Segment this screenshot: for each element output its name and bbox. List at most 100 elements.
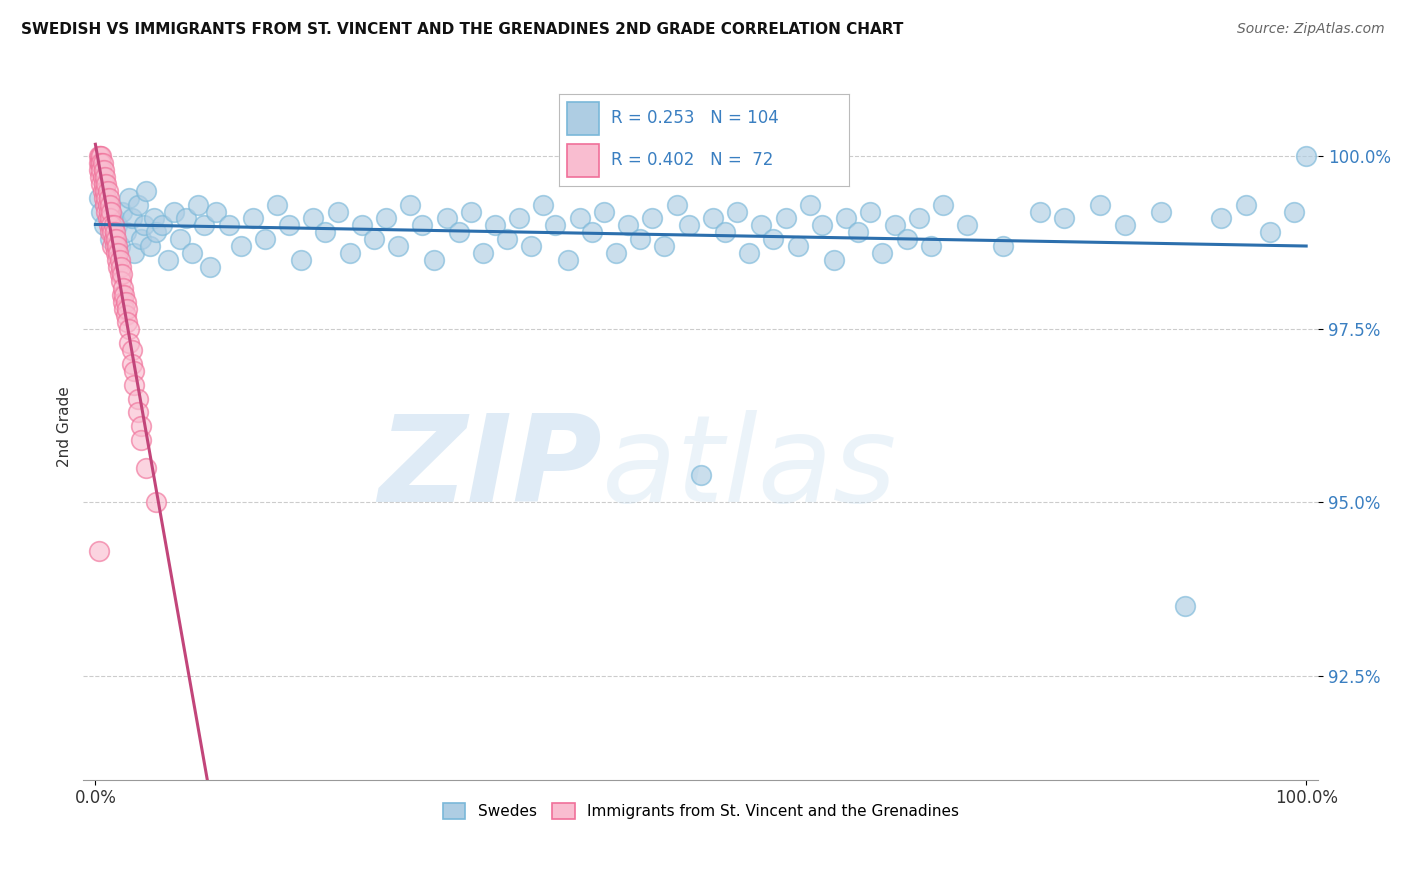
- Point: [1053, 211, 1076, 226]
- Point: [114, 287, 136, 301]
- Point: [1282, 204, 1305, 219]
- Point: [339, 246, 361, 260]
- Point: [98, 197, 121, 211]
- Point: [411, 219, 433, 233]
- Point: [114, 225, 136, 239]
- Point: [97, 204, 120, 219]
- Point: [326, 204, 349, 219]
- Point: [114, 294, 136, 309]
- Point: [108, 253, 131, 268]
- Point: [956, 219, 979, 233]
- Point: [799, 197, 821, 211]
- Point: [93, 163, 115, 178]
- Point: [87, 191, 110, 205]
- Point: [94, 197, 117, 211]
- Point: [786, 239, 808, 253]
- Point: [111, 204, 134, 219]
- Point: [104, 232, 127, 246]
- Point: [907, 211, 929, 226]
- Point: [557, 253, 579, 268]
- Point: [100, 219, 122, 233]
- Point: [135, 184, 157, 198]
- Point: [749, 219, 772, 233]
- Point: [114, 301, 136, 316]
- Point: [127, 392, 149, 406]
- Point: [163, 204, 186, 219]
- Point: [90, 177, 112, 191]
- Point: [1114, 219, 1136, 233]
- Point: [678, 219, 700, 233]
- Point: [131, 419, 153, 434]
- Point: [89, 149, 111, 163]
- Point: [762, 232, 785, 246]
- Point: [110, 260, 132, 274]
- Point: [665, 197, 688, 211]
- Point: [98, 225, 121, 239]
- Point: [105, 239, 128, 253]
- Point: [1174, 599, 1197, 614]
- Point: [98, 232, 121, 246]
- Point: [90, 149, 112, 163]
- Point: [98, 211, 121, 226]
- Point: [96, 197, 118, 211]
- Point: [93, 191, 115, 205]
- Point: [617, 219, 640, 233]
- Point: [110, 274, 132, 288]
- Point: [111, 287, 134, 301]
- Point: [115, 301, 138, 316]
- Point: [1150, 204, 1173, 219]
- Point: [363, 232, 385, 246]
- Point: [101, 239, 124, 253]
- Point: [544, 219, 567, 233]
- Point: [108, 267, 131, 281]
- Point: [108, 239, 131, 253]
- Point: [157, 253, 180, 268]
- Point: [111, 267, 134, 281]
- Point: [105, 253, 128, 268]
- Point: [181, 246, 204, 260]
- Point: [811, 219, 834, 233]
- Point: [104, 225, 127, 239]
- Point: [387, 239, 409, 253]
- Point: [89, 169, 111, 184]
- Point: [97, 219, 120, 233]
- Point: [1258, 225, 1281, 239]
- Point: [205, 204, 228, 219]
- Point: [114, 309, 136, 323]
- Text: SWEDISH VS IMMIGRANTS FROM ST. VINCENT AND THE GRENADINES 2ND GRADE CORRELATION : SWEDISH VS IMMIGRANTS FROM ST. VINCENT A…: [21, 22, 904, 37]
- Point: [87, 149, 110, 163]
- Point: [702, 211, 724, 226]
- Point: [350, 219, 373, 233]
- Point: [87, 163, 110, 178]
- Point: [91, 169, 114, 184]
- Point: [107, 246, 129, 260]
- Point: [118, 336, 141, 351]
- Point: [87, 156, 110, 170]
- Point: [738, 246, 761, 260]
- Point: [266, 197, 288, 211]
- Point: [94, 169, 117, 184]
- Point: [835, 211, 858, 226]
- Point: [97, 191, 120, 205]
- Point: [142, 211, 165, 226]
- Point: [112, 294, 135, 309]
- Point: [132, 219, 155, 233]
- Point: [96, 211, 118, 226]
- Point: [118, 191, 141, 205]
- Point: [96, 197, 118, 211]
- Point: [93, 219, 115, 233]
- Point: [122, 364, 145, 378]
- Point: [423, 253, 446, 268]
- Text: atlas: atlas: [602, 410, 897, 527]
- Point: [654, 239, 676, 253]
- Point: [104, 239, 127, 253]
- Point: [714, 225, 737, 239]
- Point: [89, 156, 111, 170]
- Point: [139, 239, 162, 253]
- Point: [460, 204, 482, 219]
- Point: [1090, 197, 1112, 211]
- Point: [689, 467, 711, 482]
- Point: [121, 343, 143, 357]
- Point: [104, 246, 127, 260]
- Point: [96, 177, 118, 191]
